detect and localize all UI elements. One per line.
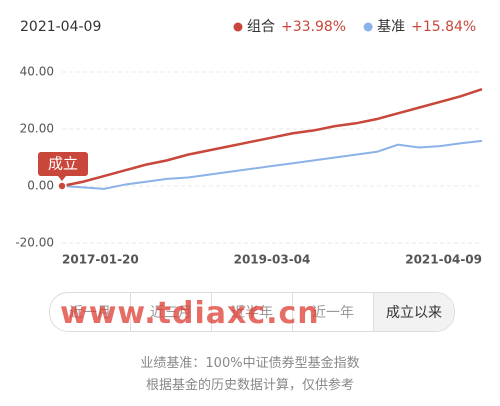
legend-value: +15.84%	[411, 19, 476, 35]
note: 根据基金的历史数据计算，仅供参考	[145, 378, 354, 393]
legend-label: 组合	[247, 19, 275, 35]
legend-marker	[363, 22, 373, 32]
x-tick-label: 2017-01-20	[62, 253, 139, 267]
line-series	[61, 139, 483, 190]
tab[interactable]: 成立以来	[374, 293, 454, 331]
y-tick-label: 0.00	[27, 179, 54, 193]
tab[interactable]: 近一月	[50, 293, 131, 331]
line-series	[61, 87, 483, 188]
y-tick-label: 40.00	[20, 65, 54, 79]
y-tick-label: 20.00	[20, 122, 54, 136]
y-tick-label: -20.00	[15, 236, 54, 250]
watermark: www.tdiaxc.cn	[60, 296, 320, 331]
note: 业绩基准：100%中证债券型基金指数	[140, 356, 360, 371]
chart: 2021-04-09 -20.00 0.00 20.00 40.00 2017-01-2…	[15, 18, 483, 267]
legend-marker	[233, 22, 243, 32]
legend-value: +33.98%	[281, 19, 346, 35]
tab[interactable]: 近三月	[131, 293, 212, 331]
annotation: 成立	[48, 155, 78, 173]
annotation-pointer	[58, 176, 66, 181]
annotation-box	[38, 152, 88, 176]
tab-bar: 近一月 近三月 近半年 近一年 成立以来	[49, 292, 455, 332]
date: 2021-04-09	[20, 19, 101, 35]
legend-label: 基准	[377, 18, 405, 35]
x-tick-label: 2019-03-04	[234, 253, 311, 267]
tab[interactable]: 近半年	[212, 293, 293, 331]
start-point	[57, 181, 67, 191]
tab[interactable]: 近一年	[293, 293, 374, 331]
x-tick-label: 2021-04-09	[405, 253, 482, 267]
